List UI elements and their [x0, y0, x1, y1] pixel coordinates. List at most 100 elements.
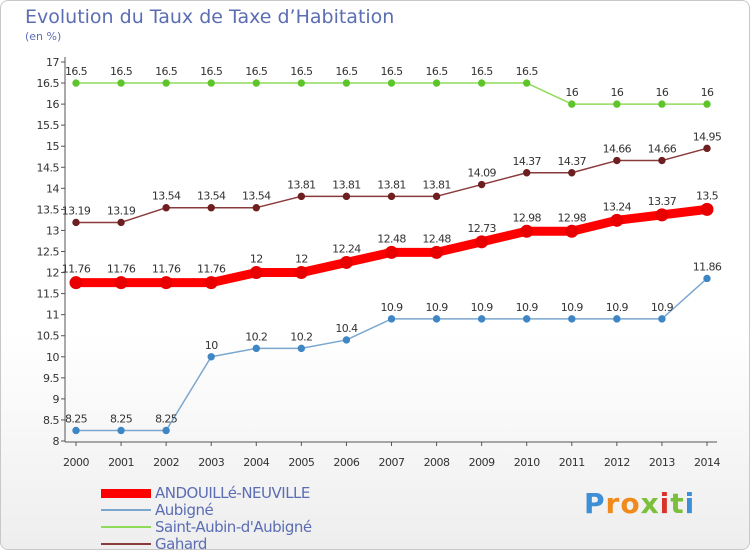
data-label: 10.4	[335, 322, 358, 335]
data-point	[432, 315, 441, 323]
x-tick-label: 2010	[514, 456, 540, 469]
y-tick-label: 11.5	[37, 288, 60, 301]
data-label: 16.5	[110, 65, 133, 78]
x-tick-label: 2007	[379, 456, 405, 469]
data-label: 13.81	[422, 178, 451, 191]
y-tick-label: 16.5	[37, 77, 60, 90]
proxiti-logo: Proxiti	[584, 487, 695, 520]
data-point	[703, 100, 711, 108]
legend-swatch	[101, 543, 151, 545]
data-label: 8.25	[110, 412, 133, 425]
data-point	[114, 276, 128, 290]
logo-letter: o	[620, 487, 641, 520]
data-point	[477, 79, 486, 87]
data-point	[162, 426, 170, 435]
data-point	[117, 218, 125, 227]
y-tick-label: 12.5	[37, 246, 60, 259]
data-label: 10.9	[380, 301, 403, 314]
x-tick-label: 2001	[108, 456, 134, 469]
data-point	[339, 255, 353, 269]
data-label: 14.37	[512, 155, 541, 168]
y-tick-label: 16	[46, 98, 59, 111]
data-label: 16.5	[335, 65, 358, 78]
data-point	[207, 353, 215, 361]
y-tick-label: 14	[46, 182, 59, 195]
chart-unit: (en %)	[25, 30, 62, 43]
data-label: 13.81	[287, 178, 316, 191]
data-label: 16.5	[200, 65, 223, 78]
data-point	[252, 79, 260, 87]
data-point	[159, 276, 173, 290]
data-label: 16	[565, 86, 578, 99]
legend-label: Aubigné	[155, 501, 214, 519]
data-point	[72, 426, 80, 435]
data-point	[430, 245, 444, 259]
data-label: 10.2	[245, 330, 267, 343]
data-point	[655, 208, 669, 222]
logo-letter: i	[659, 487, 671, 520]
data-label: 8.25	[65, 412, 88, 425]
data-label: 14.95	[693, 130, 722, 143]
data-point	[162, 204, 170, 212]
data-label: 16.5	[471, 65, 494, 78]
logo-letter: i	[684, 487, 696, 520]
data-label: 12.98	[512, 211, 541, 224]
data-label: 13.54	[197, 190, 226, 203]
data-label: 12	[295, 253, 308, 266]
data-point	[568, 100, 576, 108]
data-label: 11.76	[152, 263, 181, 276]
y-tick-label: 9	[53, 393, 60, 406]
legend-swatch	[101, 488, 151, 498]
data-point	[658, 156, 666, 165]
data-label: 12.73	[467, 222, 496, 235]
x-tick-label: 2011	[559, 456, 585, 469]
logo-letter: r	[605, 487, 621, 520]
legend-label: ANDOUILLé-NEUVILLE	[155, 484, 310, 502]
legend-label: Gahard	[155, 535, 207, 550]
y-tick-label: 17	[46, 56, 59, 69]
data-point	[703, 144, 711, 153]
y-tick-label: 12	[46, 267, 59, 280]
data-label: 11.76	[197, 263, 226, 276]
data-point	[658, 100, 666, 108]
data-label: 13.37	[648, 195, 677, 208]
data-point	[297, 344, 306, 353]
data-point	[523, 169, 531, 177]
data-label: 10.9	[426, 301, 449, 314]
x-tick-label: 2004	[243, 456, 269, 469]
data-label: 16.5	[380, 65, 403, 78]
data-point	[387, 79, 396, 87]
data-point	[117, 426, 125, 435]
y-tick-label: 14.5	[37, 161, 60, 174]
data-point	[520, 224, 534, 238]
data-point	[568, 169, 576, 177]
x-tick-label: 2012	[604, 456, 630, 469]
x-tick-label: 2013	[649, 456, 675, 469]
data-label: 8.25	[155, 412, 178, 425]
x-tick-label: 2009	[469, 456, 495, 469]
data-point	[72, 218, 80, 227]
data-point	[207, 204, 215, 212]
data-label: 16.5	[245, 65, 268, 78]
data-point	[568, 315, 576, 323]
chart-title: Evolution du Taux de Taxe d’Habitation	[25, 6, 395, 28]
x-tick-label: 2005	[288, 456, 314, 469]
data-label: 16.5	[426, 65, 449, 78]
data-label: 10.9	[516, 301, 539, 314]
data-point	[387, 315, 396, 323]
legend-swatch	[101, 509, 151, 511]
data-label: 12	[250, 253, 263, 266]
data-label: 13.54	[242, 190, 271, 203]
data-label: 12.98	[558, 211, 587, 224]
data-point	[613, 156, 621, 165]
data-label: 13.24	[603, 200, 632, 213]
data-point	[565, 224, 579, 238]
y-tick-label: 15.5	[37, 119, 60, 132]
data-label: 11.86	[693, 260, 722, 273]
data-point	[613, 315, 621, 323]
data-label: 13.81	[377, 178, 406, 191]
data-label: 13.19	[62, 204, 91, 217]
data-label: 12.24	[332, 242, 361, 255]
data-point	[432, 192, 441, 201]
